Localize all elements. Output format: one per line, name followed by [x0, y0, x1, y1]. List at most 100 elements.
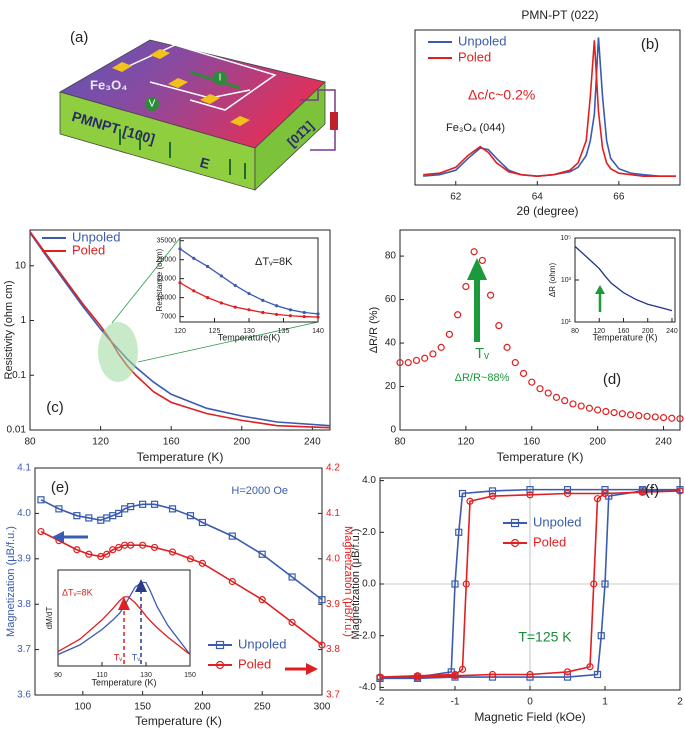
data-point	[451, 670, 459, 679]
contact	[200, 94, 220, 104]
y-tick-label: 4.1	[17, 463, 31, 474]
data-point	[451, 580, 459, 588]
panel-label: (f)	[645, 482, 659, 499]
data-point	[552, 393, 561, 401]
annotation: ΔTᵥ=8K	[62, 587, 93, 597]
data-point	[585, 404, 594, 412]
series-line	[423, 37, 676, 177]
data-point	[288, 308, 292, 312]
contact	[168, 78, 188, 88]
series-line	[40, 499, 323, 601]
current-label: I	[219, 73, 222, 84]
x-tick-label: 120	[458, 437, 475, 448]
y-tick-label: 0.01	[7, 425, 27, 436]
data-point	[495, 322, 503, 330]
annotation: ΔR/R~88%	[455, 372, 510, 384]
y-tick-label: 4.0	[17, 508, 31, 519]
data-point	[178, 281, 182, 285]
y-tick-label: 4.0	[362, 475, 376, 486]
data-point	[258, 550, 266, 558]
data-point	[563, 673, 572, 681]
y2-tick-label: 4.2	[326, 463, 340, 474]
data-point	[198, 518, 207, 527]
x-tick-label: -1	[451, 697, 460, 708]
data-point	[261, 310, 265, 315]
legend-marker	[510, 518, 520, 528]
data-point	[676, 487, 684, 495]
annotation: Δc/c~0.2%	[468, 87, 535, 103]
data-point	[186, 555, 195, 563]
data-point	[228, 577, 236, 586]
data-point	[233, 305, 237, 309]
data-point	[288, 314, 292, 318]
data-point	[198, 559, 207, 567]
x-tick-label: 160	[523, 437, 540, 448]
data-point	[528, 378, 536, 386]
data-point	[455, 528, 463, 536]
data-point	[219, 274, 223, 278]
data-point	[519, 369, 528, 378]
x-axis-label: 2θ (degree)	[516, 204, 578, 218]
data-point	[115, 543, 123, 552]
data-point	[511, 359, 519, 367]
x-tick-label: 90	[54, 672, 62, 679]
data-point	[318, 596, 326, 604]
data-point	[73, 546, 81, 554]
arrow-head	[306, 663, 318, 675]
arrow-head	[135, 579, 147, 592]
data-point	[544, 389, 552, 397]
data-point	[139, 500, 147, 508]
y-tick-label: 80	[385, 251, 397, 262]
annotation: ΔTᵥ=8K	[255, 256, 293, 268]
x-tick-label: 240	[666, 328, 678, 335]
data-point	[577, 402, 585, 410]
data-point	[302, 314, 306, 319]
data-point	[601, 580, 609, 588]
panel-label: (e)	[51, 479, 69, 496]
data-point	[219, 301, 223, 305]
data-point	[404, 359, 412, 367]
data-point	[233, 283, 237, 288]
data-point	[192, 256, 196, 260]
data-point	[247, 291, 251, 296]
contact	[112, 62, 132, 72]
legend-label: Poled	[458, 49, 491, 64]
bias-source	[330, 112, 338, 130]
y2-tick-label: 3.8	[326, 644, 340, 655]
data-point	[597, 632, 605, 640]
data-point	[536, 385, 544, 393]
x-tick-label: 200	[233, 437, 250, 448]
y-tick-label: 2.0	[362, 527, 376, 538]
series-line	[423, 40, 676, 177]
data-point	[593, 495, 602, 503]
voltage-label: V	[149, 99, 156, 110]
x-tick-label: 250	[254, 702, 271, 713]
data-point	[85, 550, 93, 558]
y-axis-label: Resistivity (ohm cm)	[3, 280, 15, 379]
data-point	[168, 548, 177, 556]
y-tick-label: 28000	[157, 257, 177, 264]
x-tick-label: 66	[613, 192, 625, 203]
series-line	[379, 490, 681, 678]
y-tick-label: 10³	[561, 277, 572, 284]
data-point	[445, 330, 454, 338]
data-point	[150, 500, 159, 508]
data-point	[563, 668, 572, 676]
data-point	[37, 527, 45, 536]
annotation: H=2000 Oe	[231, 485, 288, 497]
data-point	[659, 414, 668, 422]
y-axis-label: Magnetization (μB/f.u.)	[5, 526, 17, 637]
y-tick-label: 60	[385, 294, 397, 305]
annotation: Tᵥ	[114, 652, 122, 662]
data-point	[186, 512, 195, 520]
legend-marker	[215, 640, 225, 650]
data-point	[488, 670, 497, 679]
data-point	[115, 509, 123, 517]
data-point	[486, 291, 495, 299]
data-point	[590, 580, 598, 588]
data-point	[635, 412, 643, 420]
x-axis-label: Magnetic Field (kOe)	[474, 710, 585, 724]
data-point	[55, 505, 63, 513]
arrow-head	[118, 597, 130, 610]
x-tick-label: 62	[450, 192, 462, 203]
